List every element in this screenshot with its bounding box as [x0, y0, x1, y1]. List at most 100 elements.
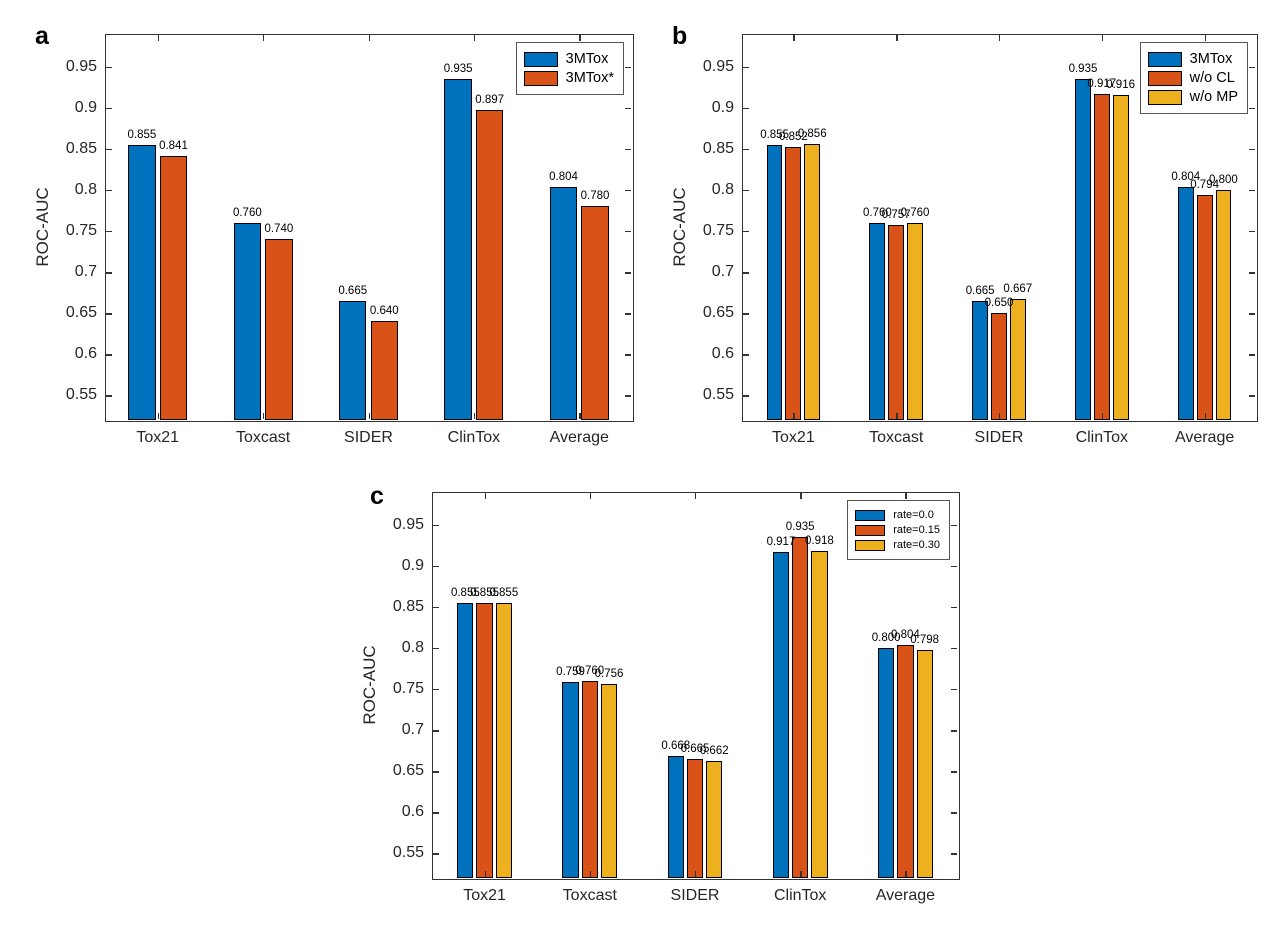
y-tick-right: [1249, 148, 1255, 151]
bar: [581, 680, 598, 878]
x-category-label: Toxcast: [869, 429, 924, 446]
y-tick-right: [1249, 190, 1255, 192]
y-tick: [743, 231, 749, 233]
legend-swatch: [1147, 70, 1182, 86]
y-tick: [433, 606, 439, 609]
bar-value-label: 0.855: [127, 128, 157, 141]
legend-swatch: [855, 509, 886, 521]
bar-value-label: 0.804: [1171, 170, 1201, 183]
bar-value-label: 0.917: [766, 535, 796, 548]
x-tick: [1101, 413, 1104, 419]
bar-value-label: 0.804: [891, 628, 920, 641]
y-tick-right: [625, 395, 631, 397]
bar: [1177, 186, 1194, 420]
legend-swatch: [523, 51, 558, 67]
y-tick-label: 0.9: [401, 556, 424, 574]
y-tick: [743, 107, 749, 110]
legend-label: rate=0.15: [893, 524, 940, 536]
x-tick: [473, 413, 476, 419]
bar-value-label: 0.856: [797, 128, 827, 141]
y-tick-label: 0.95: [702, 57, 734, 75]
panel-label: c: [370, 482, 384, 510]
y-tick-right: [951, 606, 957, 609]
bar-value-label: 0.760: [575, 664, 605, 677]
y-tick-label: 0.95: [392, 515, 424, 533]
y-tick: [106, 190, 112, 192]
legend-label: rate=0.0: [893, 509, 934, 521]
bar-value-label: 0.800: [871, 632, 901, 645]
bar-value-label: 0.852: [779, 131, 808, 144]
y-tick-right: [1249, 395, 1255, 397]
legend-entry: w/o MP: [1147, 89, 1238, 105]
y-tick-right: [951, 648, 957, 650]
bar-value-label: 0.665: [338, 284, 368, 297]
y-tick-right: [625, 66, 631, 69]
y-tick-right: [951, 730, 957, 732]
y-tick-label: 0.75: [65, 222, 97, 240]
x-tick-top: [800, 493, 802, 499]
y-tick-label: 0.55: [702, 386, 734, 404]
bar-value-label: 0.804: [549, 170, 578, 183]
legend-entry: w/o CL: [1147, 70, 1238, 86]
x-category-label: SIDER: [974, 429, 1024, 446]
bar: [600, 684, 618, 878]
bar: [549, 186, 578, 420]
legend-entry: 3MTox: [523, 51, 614, 67]
legend-swatch: [1147, 51, 1182, 67]
bar: [338, 300, 367, 420]
x-tick-top: [368, 35, 370, 41]
y-tick: [106, 354, 112, 356]
bar: [457, 602, 474, 878]
bar: [233, 222, 262, 420]
bar-value-label: 0.665: [680, 742, 710, 755]
x-tick: [999, 413, 1001, 419]
bar-value-label: 0.780: [580, 190, 610, 203]
y-tick-label: 0.8: [74, 181, 97, 199]
x-tick: [695, 871, 697, 877]
x-category-label: ClinTox: [773, 887, 827, 904]
bar-value-label: 0.918: [805, 535, 834, 548]
x-category-label: ClinTox: [1075, 429, 1129, 446]
y-tick: [433, 524, 439, 527]
bar-value-label: 0.650: [984, 297, 1014, 310]
x-tick: [157, 413, 160, 419]
x-tick-top: [1101, 35, 1104, 41]
bar: [916, 649, 933, 878]
y-tick-label: 0.7: [74, 263, 97, 281]
legend-entry: rate=0.15: [855, 524, 940, 536]
bar-value-label: 0.800: [1209, 174, 1238, 187]
bar-value-label: 0.855: [450, 586, 480, 599]
bar: [888, 225, 905, 420]
y-tick-right: [951, 524, 957, 527]
y-tick: [106, 107, 112, 110]
y-tick-right: [1249, 66, 1255, 69]
x-tick: [484, 871, 486, 877]
bar-value-label: 0.756: [594, 668, 624, 681]
x-tick-top: [579, 35, 581, 41]
y-tick-label: 0.65: [65, 304, 97, 322]
y-tick-right: [625, 190, 631, 192]
y-tick: [106, 395, 112, 397]
legend-entry: rate=0.30: [855, 539, 940, 551]
x-tick: [793, 413, 795, 419]
y-tick-right: [1249, 313, 1255, 315]
x-tick-top: [896, 35, 898, 41]
bar-value-label: 0.760: [862, 206, 892, 219]
y-tick-right: [1249, 231, 1255, 233]
x-tick-top: [793, 35, 795, 41]
y-tick-right: [951, 771, 957, 773]
bar: [897, 644, 914, 878]
bar: [1215, 190, 1232, 420]
bar: [1075, 79, 1091, 420]
panel-c: c 0.55 0.6 0.65 0.7 0.75 0.8 0.85 0.9 0.95 Tox21 0…: [352, 478, 966, 930]
y-tick: [743, 395, 749, 397]
bar-value-label: 0.759: [556, 665, 585, 678]
legend-label: 3MTox: [1189, 51, 1233, 67]
bar-value-label: 0.855: [470, 586, 499, 599]
y-axis-label: ROC-AUC: [670, 187, 689, 267]
bar-value-label: 0.740: [264, 223, 294, 236]
bar: [667, 756, 684, 878]
y-tick-label: 0.6: [401, 803, 424, 821]
y-tick: [433, 648, 439, 650]
x-category-label: Toxcast: [235, 429, 291, 446]
